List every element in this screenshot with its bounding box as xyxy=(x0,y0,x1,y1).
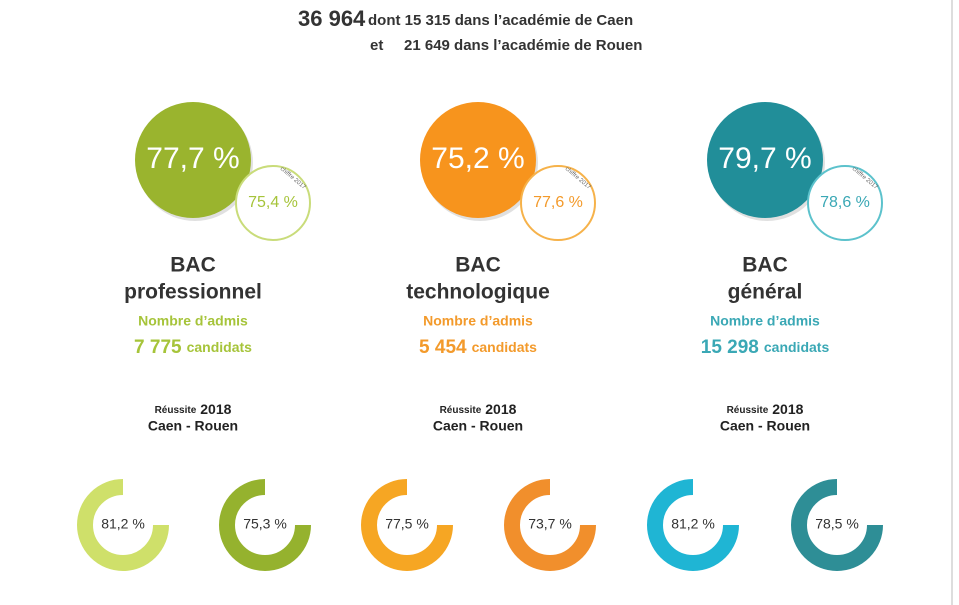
academies: Caen - Rouen xyxy=(433,418,523,434)
rate: 77,7 % xyxy=(146,142,239,175)
admitted: 15 298 candidats xyxy=(701,337,830,358)
donut-ring xyxy=(791,479,883,571)
admitted-count: 5 454 xyxy=(419,337,467,358)
success-year: 2018 xyxy=(200,401,231,417)
rate-circle xyxy=(420,102,536,218)
donut-value: 77,5 % xyxy=(385,516,429,532)
success-year: 2018 xyxy=(485,401,516,417)
donut-value: 73,7 % xyxy=(528,516,572,532)
academies: Caen - Rouen xyxy=(148,418,238,434)
title-line2: professionnel xyxy=(124,281,262,304)
title-line2: général xyxy=(728,281,803,304)
success: Réussite 2018 xyxy=(727,401,804,417)
admitted: 7 775 candidats xyxy=(134,337,252,358)
title-line1: BAC xyxy=(742,254,788,277)
admitted-unit: candidats xyxy=(764,339,830,355)
donut-value: 81,2 % xyxy=(671,516,715,532)
previous-rate-circle xyxy=(807,165,883,241)
admitted-label: Nombre d’admis xyxy=(423,313,533,329)
previous-rate-circle xyxy=(520,165,596,241)
previous-rate-circle xyxy=(235,165,311,241)
connector: et xyxy=(370,37,383,54)
donut-value: 75,3 % xyxy=(243,516,287,532)
admitted-unit: candidats xyxy=(187,339,253,355)
donut-value: 78,5 % xyxy=(815,516,859,532)
admitted-label: Nombre d’admis xyxy=(138,313,248,329)
academies: Caen - Rouen xyxy=(720,418,810,434)
admitted-count: 7 775 xyxy=(134,337,182,358)
admitted-unit: candidats xyxy=(472,339,538,355)
donut-ring xyxy=(361,479,453,571)
previous-rate: 78,6 % xyxy=(820,194,870,211)
rate-circle xyxy=(135,102,251,218)
title-line1: BAC xyxy=(170,254,216,277)
admitted-count: 15 298 xyxy=(701,337,759,358)
success-label: Réussite xyxy=(727,405,769,416)
success: Réussite 2018 xyxy=(155,401,232,417)
rate: 79,7 % xyxy=(718,142,811,175)
success-label: Réussite xyxy=(440,405,482,416)
rate: 75,2 % xyxy=(431,142,524,175)
previous-rate: 75,4 % xyxy=(248,194,298,211)
success-year: 2018 xyxy=(772,401,803,417)
donut-ring xyxy=(504,479,596,571)
donut-ring xyxy=(219,479,311,571)
previous-rate: 77,6 % xyxy=(533,194,583,211)
admitted: 5 454 candidats xyxy=(419,337,537,358)
total: 36 964 xyxy=(298,6,366,31)
rouen-count: 21 649 dans l’académie de Rouen xyxy=(404,37,642,54)
donut-value: 81,2 % xyxy=(101,516,145,532)
admitted-label: Nombre d’admis xyxy=(710,313,820,329)
caen-count: dont 15 315 dans l’académie de Caen xyxy=(368,12,633,29)
success: Réussite 2018 xyxy=(440,401,517,417)
title-line1: BAC xyxy=(455,254,501,277)
title-line2: technologique xyxy=(406,281,550,304)
rate-circle xyxy=(707,102,823,218)
success-label: Réussite xyxy=(155,405,197,416)
donut-ring xyxy=(647,479,739,571)
donut-ring xyxy=(77,479,169,571)
